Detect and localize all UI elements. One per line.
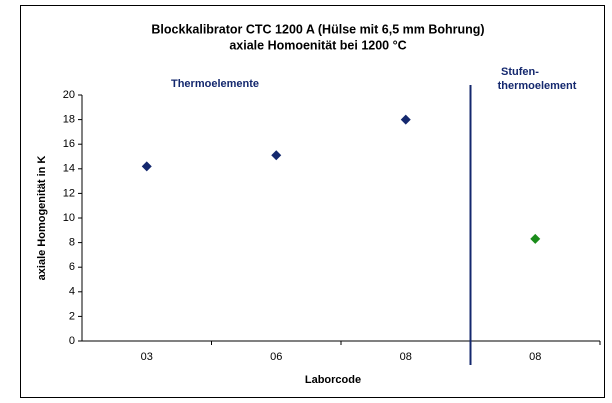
- y-tick-label: 2: [69, 310, 75, 322]
- chart-title: Blockkalibrator CTC 1200 A (Hülse mit 6,…: [151, 22, 484, 36]
- x-tick-label: 08: [529, 351, 541, 363]
- y-tick-label: 10: [63, 212, 75, 224]
- annotation: Stufen-: [501, 66, 539, 78]
- y-tick-label: 6: [69, 261, 75, 273]
- y-tick-label: 14: [63, 163, 75, 175]
- annotation: thermoelement: [498, 80, 577, 92]
- y-tick-label: 0: [69, 335, 75, 347]
- x-tick-label: 08: [400, 351, 412, 363]
- chart-subtitle: axiale Homoenität bei 1200 °C: [229, 38, 406, 52]
- x-tick-label: 06: [270, 351, 282, 363]
- y-tick-label: 16: [63, 138, 75, 150]
- chart-frame: [20, 5, 605, 398]
- point: [141, 161, 152, 172]
- y-tick-label: 8: [69, 237, 75, 249]
- y-tick-label: 12: [63, 187, 75, 199]
- y-axis-label: axiale Homogenität in K: [36, 156, 48, 281]
- y-tick-label: 18: [63, 114, 75, 126]
- y-tick-label: 4: [69, 286, 75, 298]
- point: [271, 150, 282, 161]
- annotation: Thermoelemente: [171, 78, 259, 90]
- point: [530, 233, 541, 244]
- x-axis-label: Laborcode: [305, 374, 361, 386]
- y-tick-label: 20: [63, 89, 75, 101]
- x-tick-label: 03: [141, 351, 153, 363]
- point: [400, 114, 411, 125]
